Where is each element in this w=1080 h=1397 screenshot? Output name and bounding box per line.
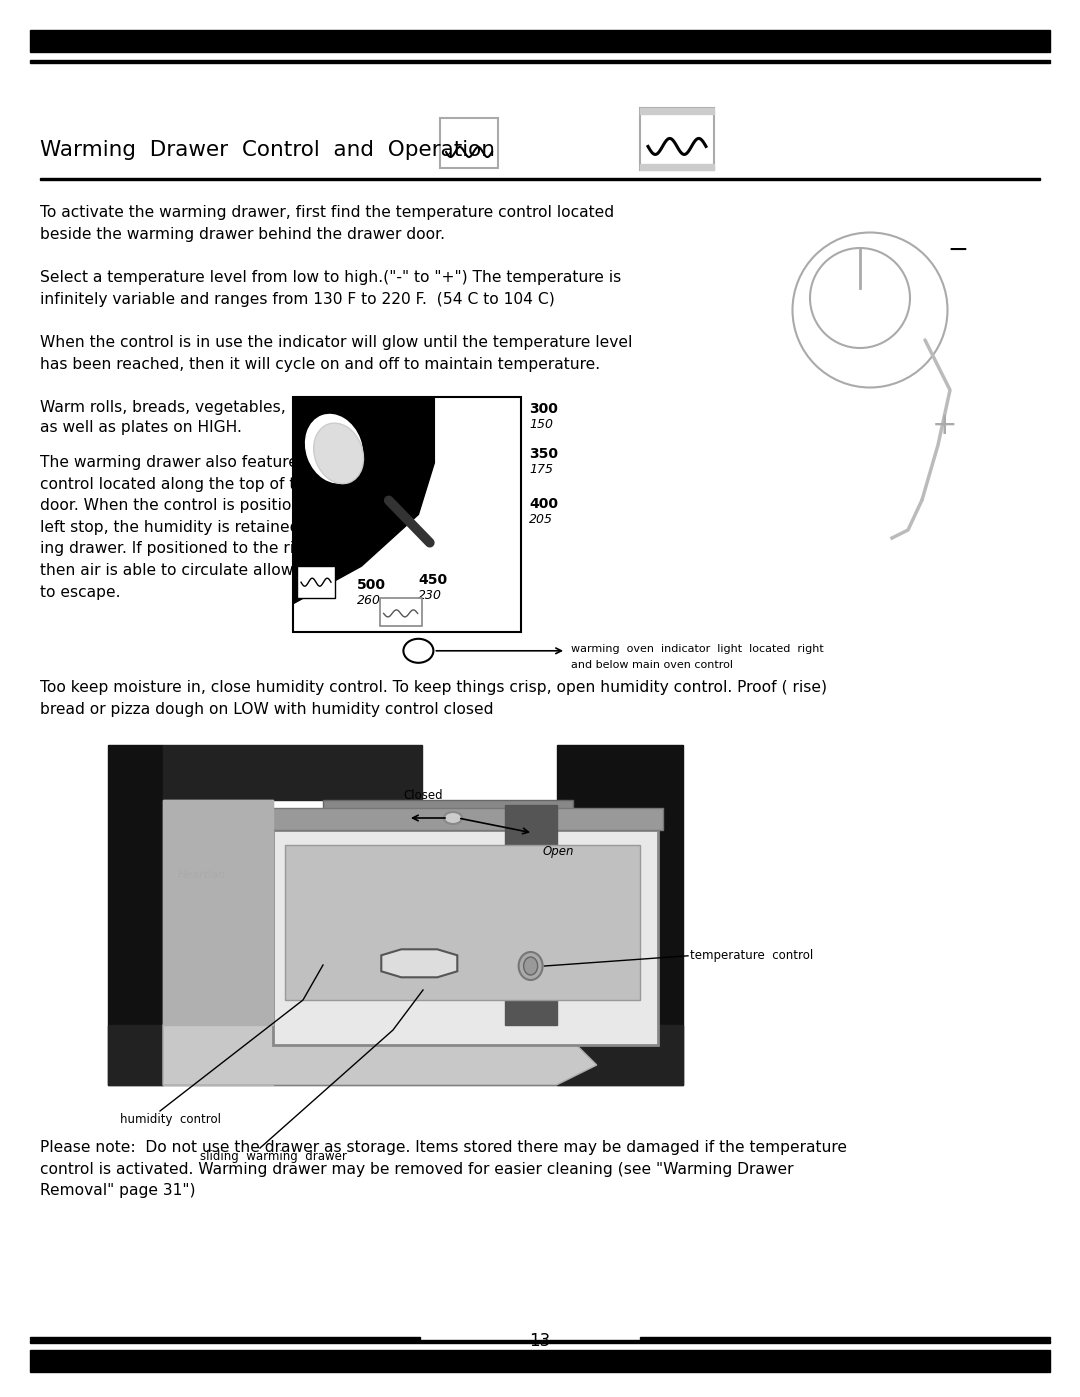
Bar	[108, 745, 163, 1085]
Bar	[297, 566, 335, 598]
Text: warming  oven  indicator  light  located  right: warming oven indicator light located rig…	[571, 644, 824, 654]
Bar	[380, 598, 421, 626]
Text: as well as plates on HIGH.: as well as plates on HIGH.	[40, 420, 242, 434]
Text: humidity  control: humidity control	[120, 1113, 221, 1126]
Ellipse shape	[404, 638, 433, 662]
Bar	[323, 800, 573, 833]
Text: +: +	[932, 411, 958, 440]
Bar	[293, 397, 521, 631]
Bar	[640, 1337, 1050, 1338]
Ellipse shape	[810, 249, 910, 348]
Text: 150: 150	[529, 418, 553, 432]
Text: 230: 230	[418, 590, 443, 602]
Bar	[504, 805, 556, 1025]
Text: 175: 175	[529, 462, 553, 476]
Text: −: −	[947, 237, 969, 263]
Bar	[640, 108, 714, 170]
Text: Warm rolls, breads, vegetables, meats etc.: Warm rolls, breads, vegetables, meats et…	[40, 400, 373, 415]
Bar	[163, 800, 273, 1025]
Text: 300: 300	[529, 402, 558, 416]
Ellipse shape	[306, 415, 363, 483]
Bar	[163, 745, 422, 800]
Text: Too keep moisture in, close humidity control. To keep things crisp, open humidit: Too keep moisture in, close humidity con…	[40, 680, 827, 717]
Text: Heartlan: Heartlan	[178, 870, 226, 880]
Text: 500: 500	[356, 578, 386, 592]
Bar	[30, 1340, 1050, 1343]
Text: and below main oven control: and below main oven control	[571, 659, 733, 669]
Text: 350: 350	[529, 447, 558, 461]
Polygon shape	[163, 1025, 597, 1085]
Bar	[30, 60, 1050, 63]
Text: sliding  warming  drawer: sliding warming drawer	[200, 1150, 347, 1162]
Ellipse shape	[518, 951, 542, 981]
Bar	[108, 1025, 683, 1085]
Bar	[163, 800, 273, 1085]
Ellipse shape	[524, 957, 538, 975]
Ellipse shape	[313, 423, 364, 483]
Text: temperature  control: temperature control	[690, 950, 813, 963]
Bar	[40, 177, 1040, 179]
Bar	[285, 845, 640, 1000]
Ellipse shape	[444, 812, 462, 824]
Polygon shape	[381, 950, 457, 978]
Text: When the control is in use the indicator will glow until the temperature level
h: When the control is in use the indicator…	[40, 335, 633, 372]
Bar	[30, 1350, 1050, 1372]
Text: Warming  Drawer  Control  and  Operation: Warming Drawer Control and Operation	[40, 140, 495, 161]
Text: 400: 400	[529, 497, 558, 511]
Text: 205: 205	[529, 513, 553, 527]
Bar	[640, 163, 714, 170]
Text: 450: 450	[418, 573, 447, 587]
Bar	[273, 830, 658, 1045]
Text: Closed: Closed	[403, 789, 443, 802]
Polygon shape	[293, 397, 434, 604]
Bar	[640, 108, 714, 115]
Text: Select a temperature level from low to high.("-" to "+") The temperature is
infi: Select a temperature level from low to h…	[40, 270, 621, 306]
Bar	[440, 117, 498, 168]
Text: 13: 13	[529, 1331, 551, 1350]
Bar	[30, 1337, 420, 1338]
Bar	[258, 807, 663, 830]
Text: Open: Open	[543, 845, 575, 858]
Text: The warming drawer also features a humidity
control located along the top of the: The warming drawer also features a humid…	[40, 455, 403, 599]
Text: To activate the warming drawer, first find the temperature control located
besid: To activate the warming drawer, first fi…	[40, 205, 615, 242]
Text: 260: 260	[356, 594, 381, 606]
Bar	[556, 745, 683, 1085]
Ellipse shape	[793, 232, 947, 387]
Text: Please note:  Do not use the drawer as storage. Items stored there may be damage: Please note: Do not use the drawer as st…	[40, 1140, 847, 1199]
Bar	[30, 29, 1050, 52]
